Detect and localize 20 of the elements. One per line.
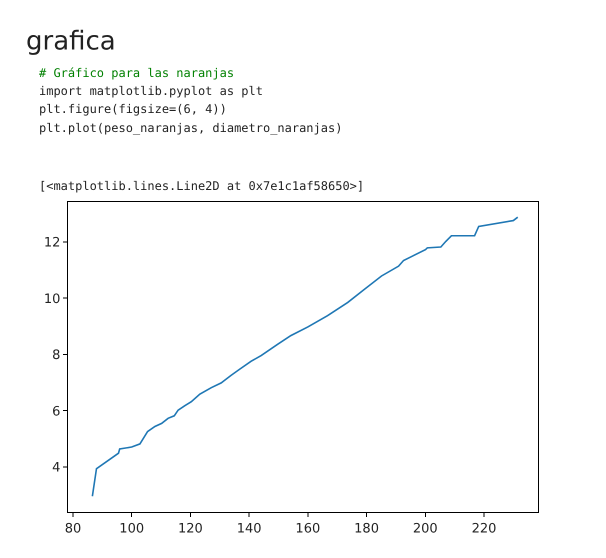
- chart-title: grafica: [26, 26, 116, 56]
- y-tick-label: 6: [52, 404, 60, 420]
- text: import matplotlib.pyplot as plt: [39, 84, 263, 98]
- text: [<matplotlib.lines.Line2D at 0x7e1c1af58650>]: [39, 179, 364, 193]
- line-series: [92, 216, 519, 498]
- y-tick-label: 10: [44, 292, 60, 307]
- x-tick-label: 80: [64, 522, 82, 537]
- x-tick-label: 160: [295, 522, 320, 537]
- x-tick-label: 140: [236, 522, 262, 537]
- x-tick-label: 180: [354, 522, 379, 537]
- y-tick-label: 4: [52, 460, 60, 476]
- y-tick-label: 8: [52, 348, 60, 364]
- text: # Gráfico para las naranjas: [39, 66, 234, 80]
- text: plt.figure(figsize=(6, 4)): [39, 102, 227, 116]
- x-tick-label: 220: [472, 522, 496, 537]
- x-tick-label: 100: [119, 522, 144, 537]
- text: plt.plot(peso_naranjas, diametro_naranjas): [39, 121, 342, 135]
- y-tick-label: 12: [44, 236, 60, 250]
- x-tick-label: 120: [178, 522, 203, 537]
- x-tick-label: 200: [412, 522, 438, 537]
